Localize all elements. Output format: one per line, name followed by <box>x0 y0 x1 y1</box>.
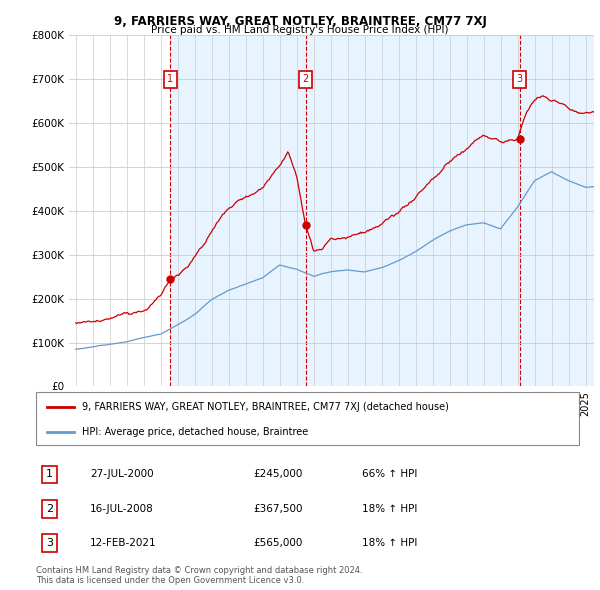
Text: 66% ↑ HPI: 66% ↑ HPI <box>362 470 417 480</box>
Text: 9, FARRIERS WAY, GREAT NOTLEY, BRAINTREE, CM77 7XJ (detached house): 9, FARRIERS WAY, GREAT NOTLEY, BRAINTREE… <box>82 402 449 412</box>
Text: 3: 3 <box>46 538 53 548</box>
Text: 3: 3 <box>517 74 523 84</box>
Text: 2: 2 <box>303 74 309 84</box>
Text: 9, FARRIERS WAY, GREAT NOTLEY, BRAINTREE, CM77 7XJ: 9, FARRIERS WAY, GREAT NOTLEY, BRAINTREE… <box>113 15 487 28</box>
Bar <box>306 35 520 386</box>
Text: 18% ↑ HPI: 18% ↑ HPI <box>362 504 417 514</box>
Text: HPI: Average price, detached house, Braintree: HPI: Average price, detached house, Brai… <box>82 427 308 437</box>
Text: 27-JUL-2000: 27-JUL-2000 <box>91 470 154 480</box>
Text: Price paid vs. HM Land Registry's House Price Index (HPI): Price paid vs. HM Land Registry's House … <box>151 25 449 35</box>
Bar <box>170 35 306 386</box>
Text: £367,500: £367,500 <box>253 504 303 514</box>
Text: 12-FEB-2021: 12-FEB-2021 <box>91 538 157 548</box>
Text: £245,000: £245,000 <box>253 470 302 480</box>
Text: 2: 2 <box>46 504 53 514</box>
Bar <box>520 35 594 386</box>
Text: Contains HM Land Registry data © Crown copyright and database right 2024.
This d: Contains HM Land Registry data © Crown c… <box>36 566 362 585</box>
Text: £565,000: £565,000 <box>253 538 302 548</box>
Text: 1: 1 <box>167 74 173 84</box>
Text: 1: 1 <box>46 470 53 480</box>
Text: 16-JUL-2008: 16-JUL-2008 <box>91 504 154 514</box>
Text: 18% ↑ HPI: 18% ↑ HPI <box>362 538 417 548</box>
